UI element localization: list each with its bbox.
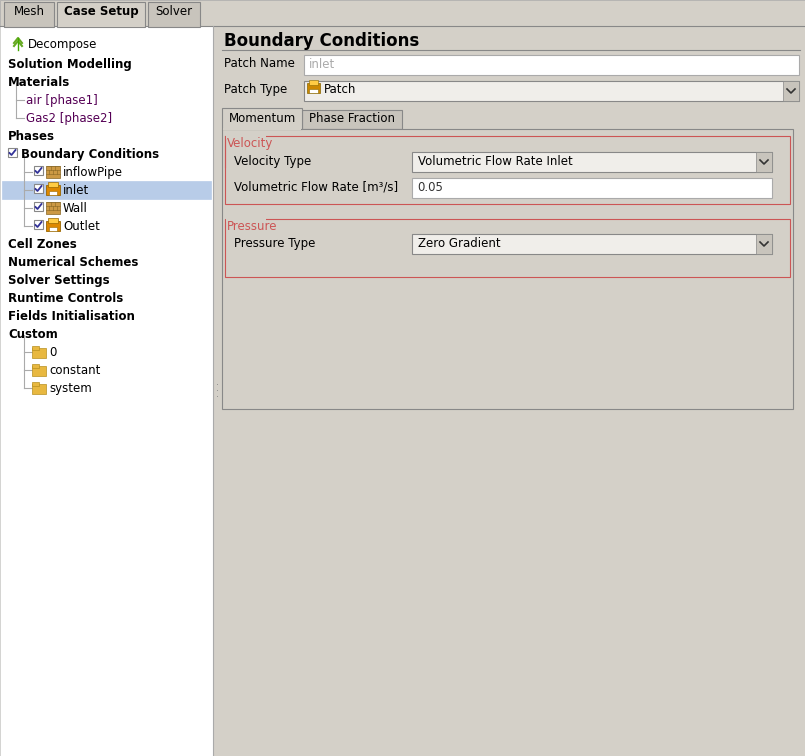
Text: Fields Initialisation: Fields Initialisation xyxy=(8,310,135,323)
Text: Velocity: Velocity xyxy=(227,137,274,150)
Text: Gas2 [phase2]: Gas2 [phase2] xyxy=(26,112,112,125)
Text: Volumetric Flow Rate [m³/s]: Volumetric Flow Rate [m³/s] xyxy=(234,181,398,194)
Text: system: system xyxy=(49,382,92,395)
Bar xyxy=(783,81,799,101)
Bar xyxy=(302,110,402,129)
Bar xyxy=(2,181,211,199)
Bar xyxy=(46,166,60,178)
Bar xyxy=(32,366,46,376)
Text: Runtime Controls: Runtime Controls xyxy=(8,292,123,305)
Bar xyxy=(225,136,790,204)
Text: Phases: Phases xyxy=(8,130,55,143)
Bar xyxy=(32,382,39,386)
Text: inlet: inlet xyxy=(309,58,335,71)
Bar xyxy=(304,55,799,75)
Bar xyxy=(309,89,318,93)
Text: Materials: Materials xyxy=(8,76,70,89)
Bar xyxy=(412,178,772,198)
Bar xyxy=(226,135,266,139)
Text: Pressure: Pressure xyxy=(227,220,278,233)
Bar xyxy=(223,128,301,130)
Bar xyxy=(46,185,60,195)
Text: Mesh: Mesh xyxy=(14,5,44,18)
Bar xyxy=(49,227,57,231)
Bar xyxy=(307,83,320,93)
Bar xyxy=(412,152,772,172)
Text: Solver: Solver xyxy=(155,5,192,18)
Text: Pressure Type: Pressure Type xyxy=(234,237,316,250)
Bar xyxy=(49,191,57,195)
Bar xyxy=(32,384,46,394)
Bar xyxy=(148,2,200,27)
Bar xyxy=(8,148,17,157)
Text: Custom: Custom xyxy=(8,328,58,341)
Text: Wall: Wall xyxy=(63,202,88,215)
Bar xyxy=(34,166,43,175)
Text: 0.05: 0.05 xyxy=(417,181,443,194)
Text: Momentum: Momentum xyxy=(229,112,295,125)
Bar xyxy=(756,152,772,172)
Text: Boundary Conditions: Boundary Conditions xyxy=(21,148,159,161)
Bar xyxy=(412,234,772,254)
Bar xyxy=(46,221,60,231)
Bar xyxy=(32,364,39,368)
Bar xyxy=(32,346,39,350)
Bar xyxy=(4,2,54,27)
Text: Patch Type: Patch Type xyxy=(224,83,287,96)
Bar xyxy=(0,0,805,26)
Bar xyxy=(222,108,302,129)
Bar xyxy=(756,234,772,254)
Text: inlet: inlet xyxy=(63,184,89,197)
Bar xyxy=(304,81,799,101)
Text: ·: · xyxy=(216,386,219,396)
Text: Volumetric Flow Rate Inlet: Volumetric Flow Rate Inlet xyxy=(418,155,572,168)
Bar xyxy=(32,348,46,358)
Text: Solution Modelling: Solution Modelling xyxy=(8,58,132,71)
Bar xyxy=(226,218,266,222)
Text: Cell Zones: Cell Zones xyxy=(8,238,76,251)
Text: constant: constant xyxy=(49,364,101,377)
Bar xyxy=(57,2,145,27)
Bar xyxy=(48,218,58,223)
Bar xyxy=(34,202,43,211)
Text: 0: 0 xyxy=(49,346,56,359)
Bar xyxy=(0,26,213,756)
Text: Phase Fraction: Phase Fraction xyxy=(309,112,395,125)
Text: Velocity Type: Velocity Type xyxy=(234,155,312,168)
Bar xyxy=(225,219,790,277)
Bar xyxy=(46,202,60,214)
Text: Numerical Schemes: Numerical Schemes xyxy=(8,256,138,269)
Text: Case Setup: Case Setup xyxy=(64,5,138,18)
Bar xyxy=(222,129,793,409)
Text: air [phase1]: air [phase1] xyxy=(26,94,97,107)
Text: Solver Settings: Solver Settings xyxy=(8,274,109,287)
Text: Patch: Patch xyxy=(324,83,357,96)
Text: Patch Name: Patch Name xyxy=(224,57,295,70)
Bar xyxy=(34,220,43,229)
Bar xyxy=(309,80,318,85)
Bar xyxy=(34,184,43,193)
Text: Decompose: Decompose xyxy=(28,38,97,51)
Text: inflowPipe: inflowPipe xyxy=(63,166,123,179)
Text: ·: · xyxy=(216,380,219,390)
Text: ·: · xyxy=(216,392,219,402)
Bar xyxy=(48,182,58,187)
Text: Zero Gradient: Zero Gradient xyxy=(418,237,501,250)
Bar xyxy=(214,26,805,756)
Bar xyxy=(58,25,144,27)
Text: Boundary Conditions: Boundary Conditions xyxy=(224,32,419,50)
Text: Outlet: Outlet xyxy=(63,220,100,233)
